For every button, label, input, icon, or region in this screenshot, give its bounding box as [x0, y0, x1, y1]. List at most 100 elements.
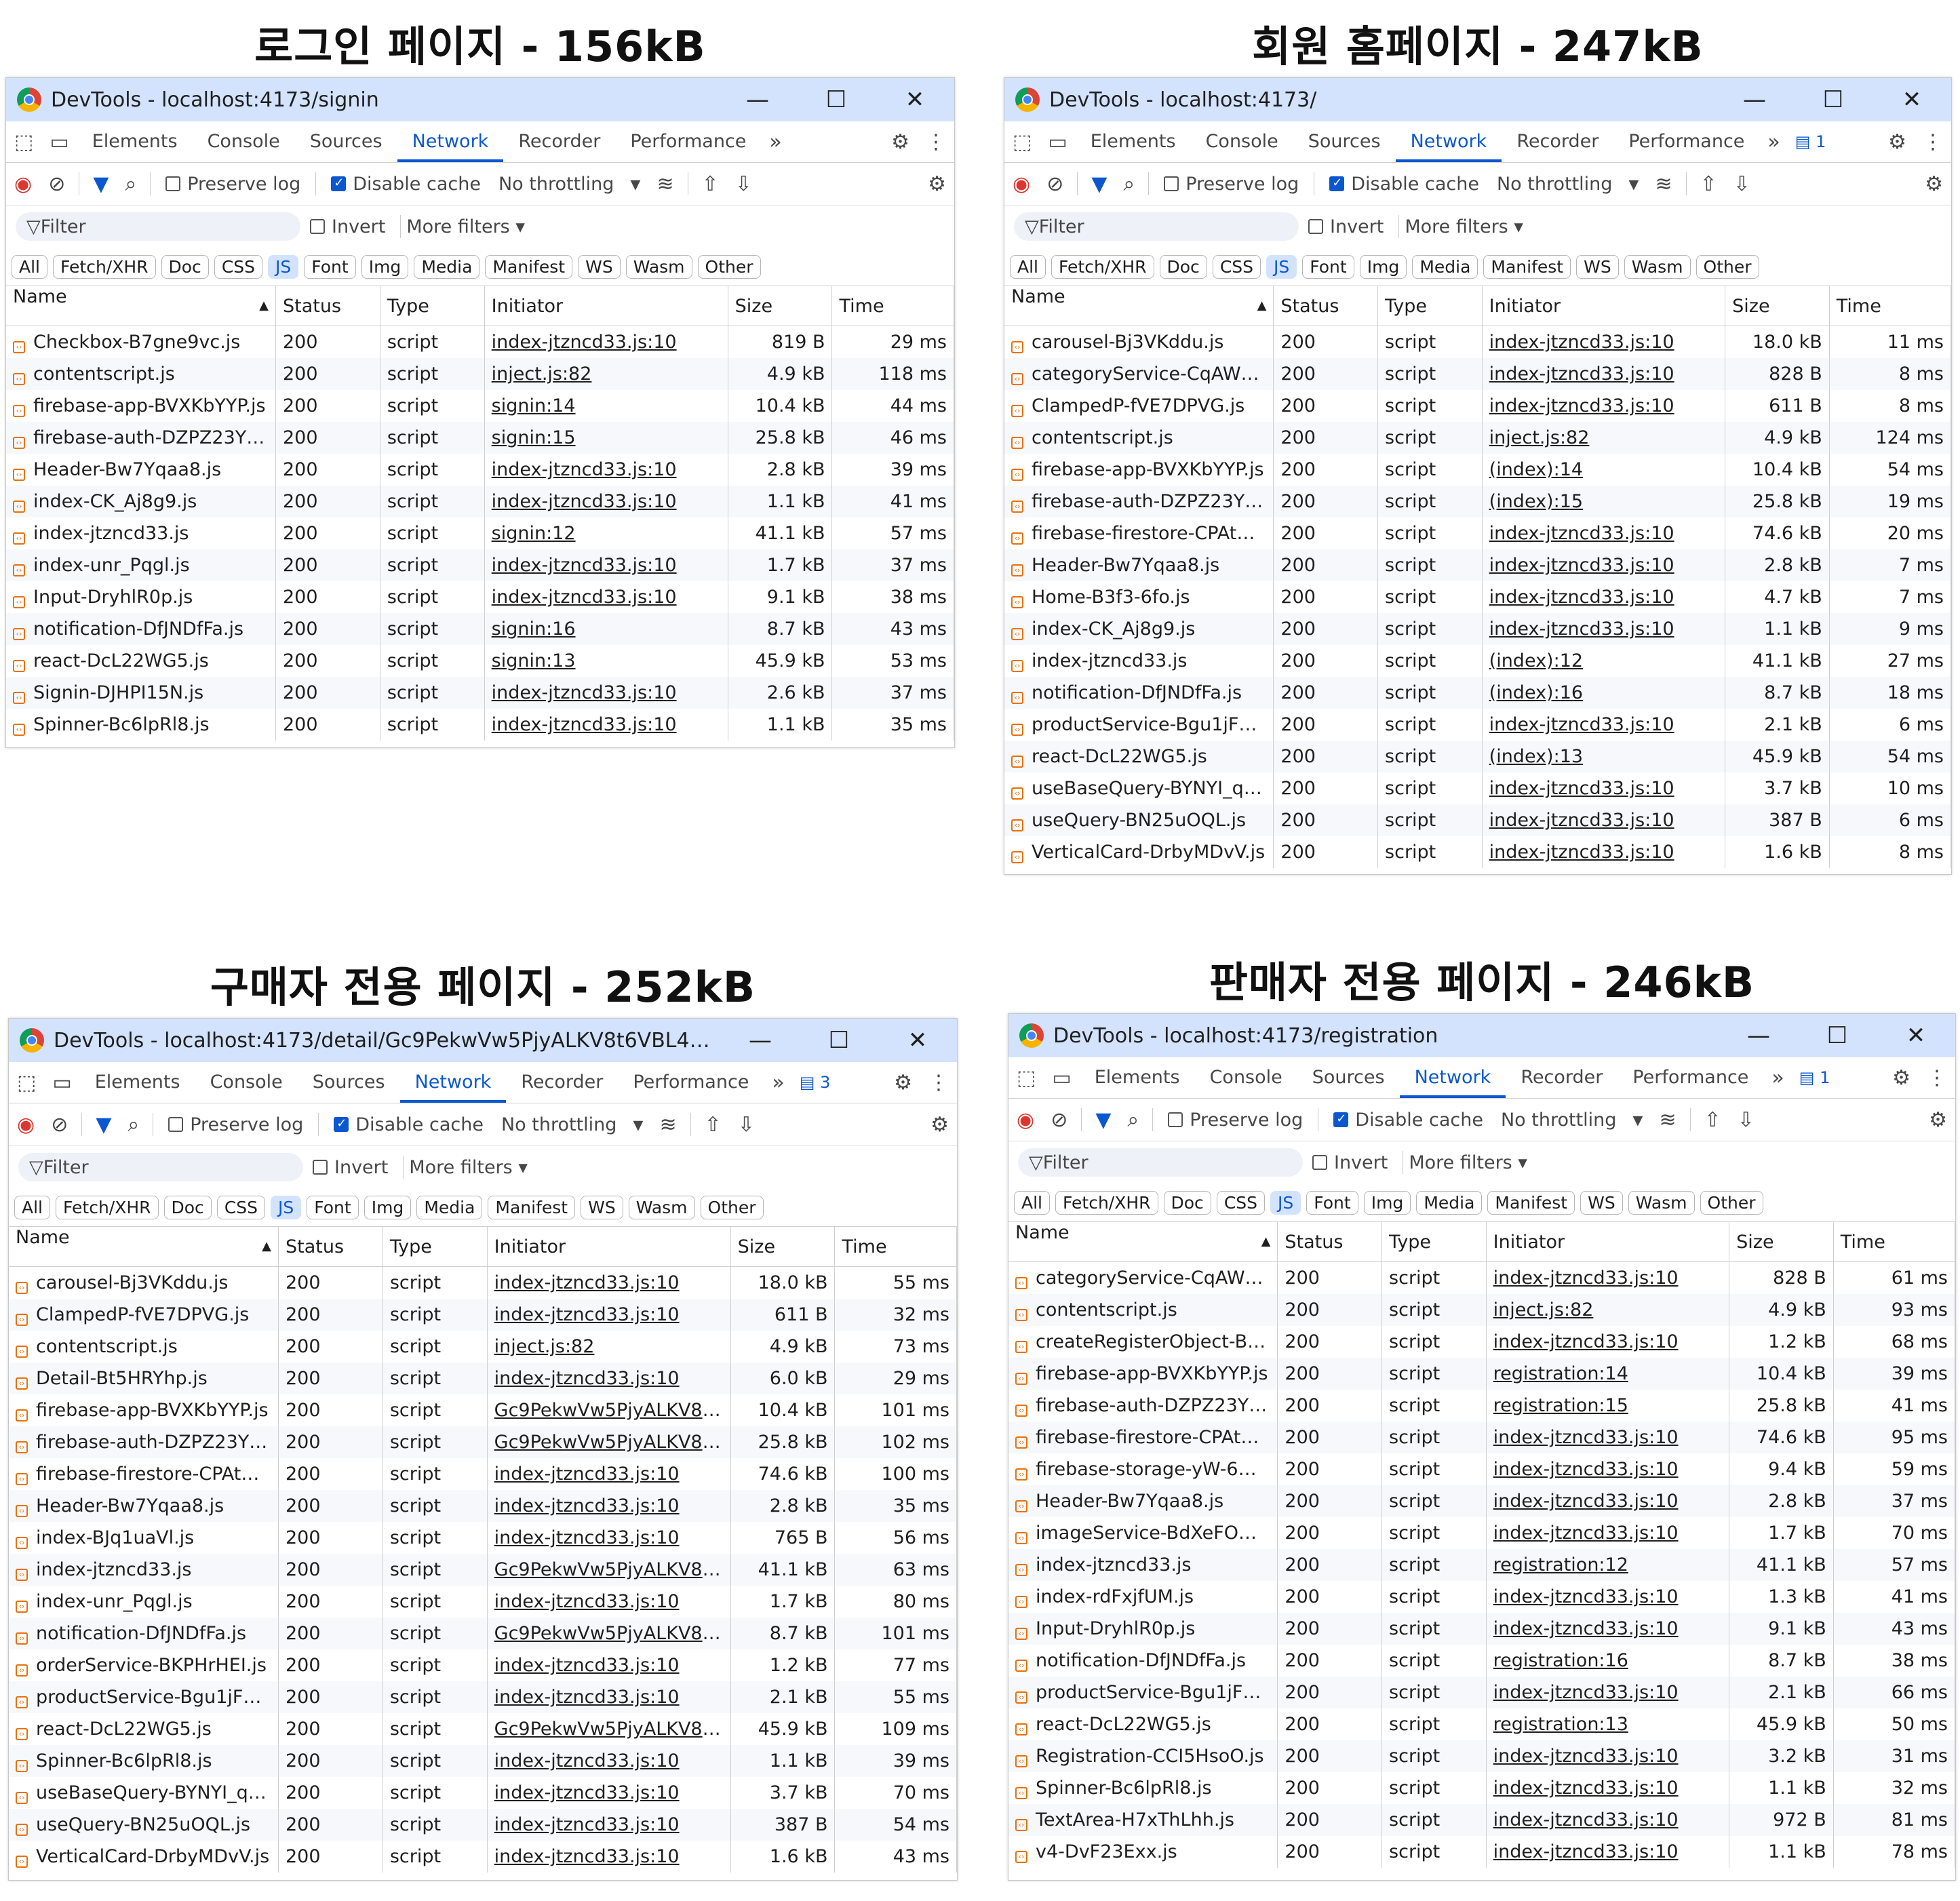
close-icon[interactable]: ✕	[1902, 86, 1922, 113]
table-row[interactable]: ‹› categoryService-CqAWb... 200 script index…	[1004, 358, 1951, 390]
settings-gear-icon[interactable]: ⚙	[1892, 1065, 1910, 1090]
table-row[interactable]: ‹› contentscript.js 200 script inject.js:82 4…	[1004, 422, 1951, 454]
table-row[interactable]: ‹› carousel-Bj3VKddu.js 200 script index-jtz…	[1004, 326, 1951, 358]
table-row[interactable]: ‹› notification-DfJNDfFa.js 200 script (inde…	[1004, 677, 1951, 709]
column-header-time[interactable]: Time	[1833, 1222, 1955, 1262]
stop-recording-icon[interactable]: ◉	[14, 172, 33, 196]
filter-chip-media[interactable]: Media	[1416, 1190, 1483, 1215]
import-har-icon[interactable]: ⇧	[701, 172, 719, 196]
tab-sources[interactable]: Sources	[312, 1072, 385, 1093]
import-har-icon[interactable]: ⇧	[1700, 172, 1717, 196]
tab-performance[interactable]: Performance	[1628, 131, 1745, 152]
cell-initiator[interactable]: signin:15	[484, 422, 728, 454]
table-row[interactable]: ‹› index-BJq1uaVl.js 200 script index-jtzncd…	[9, 1522, 957, 1554]
disable-cache-checkbox[interactable]	[331, 176, 347, 191]
filter-chip-css[interactable]: CSS	[214, 254, 263, 279]
preserve-log-checkbox[interactable]	[165, 176, 181, 191]
tab-network[interactable]: Network	[399, 1062, 507, 1103]
table-row[interactable]: ‹› carousel-Bj3VKddu.js 200 script index-jtz…	[9, 1266, 957, 1299]
filter-chip-all[interactable]: All	[14, 1195, 50, 1219]
column-header-status[interactable]: Status	[1273, 286, 1379, 326]
more-options-icon[interactable]: ⋮	[926, 130, 946, 154]
cell-initiator[interactable]: index-jtzncd33.js:10	[1486, 1422, 1730, 1453]
table-row[interactable]: ‹› index-jtzncd33.js 200 script (index):12 41…	[1004, 645, 1951, 677]
column-header-name[interactable]: Name ▲	[9, 1227, 279, 1267]
cell-initiator[interactable]: registration:16	[1486, 1645, 1730, 1677]
column-header-status[interactable]: Status	[278, 1227, 383, 1267]
table-row[interactable]: ‹› productService-Bgu1jFv_.js 200 script ind…	[9, 1681, 957, 1713]
network-conditions-icon[interactable]: ≋	[656, 172, 674, 196]
table-row[interactable]: ‹› index-jtzncd33.js 200 script signin:12 41.…	[6, 517, 954, 549]
filter-chip-doc[interactable]: Doc	[1163, 1190, 1211, 1215]
tab-console[interactable]: Console	[207, 131, 280, 152]
cell-initiator[interactable]: inject.js:82	[1482, 422, 1726, 454]
table-row[interactable]: ‹› useBaseQuery-BYNYI_qX.js 200 script index…	[1004, 772, 1951, 804]
filter-chip-font[interactable]: Font	[1302, 254, 1354, 279]
cell-initiator[interactable]: registration:14	[1486, 1358, 1730, 1390]
more-tabs-icon[interactable]: »	[1771, 1065, 1784, 1090]
table-row[interactable]: ‹› index-rdFxjfUM.js 200 script index-jtzncd…	[1008, 1581, 1955, 1613]
filter-chip-all[interactable]: All	[1010, 254, 1046, 279]
stop-recording-icon[interactable]: ◉	[1013, 172, 1031, 196]
minimize-icon[interactable]: —	[1747, 1022, 1770, 1049]
chevron-down-icon[interactable]: ▾	[1632, 1108, 1643, 1132]
table-row[interactable]: ‹› imageService-BdXeFOOy.js 200 script index…	[1008, 1517, 1955, 1549]
cell-initiator[interactable]: index-jtzncd33.js:10	[1486, 1581, 1730, 1613]
column-header-type[interactable]: Type	[383, 1227, 488, 1267]
filter-chip-media[interactable]: Media	[414, 254, 480, 279]
cell-initiator[interactable]: index-jtzncd33.js:10	[1482, 709, 1726, 741]
inspect-element-icon[interactable]: ⬚	[17, 1070, 37, 1095]
table-row[interactable]: ‹› Registration-CCI5HsoO.js 200 script index…	[1008, 1740, 1955, 1772]
table-row[interactable]: ‹› firebase-app-BVXKbYYP.js 200 script (inde…	[1004, 454, 1951, 486]
invert-checkbox[interactable]	[1312, 1155, 1327, 1170]
preserve-log-checkbox[interactable]	[1164, 176, 1179, 191]
minimize-icon[interactable]: —	[749, 1027, 772, 1054]
import-har-icon[interactable]: ⇧	[1704, 1108, 1721, 1132]
cell-initiator[interactable]: Gc9PekwVw5PjyALKV8t6VBL	[487, 1394, 731, 1426]
tab-console[interactable]: Console	[1209, 1067, 1282, 1088]
filter-chip-other[interactable]: Other	[700, 1195, 764, 1219]
filter-chip-manifest[interactable]: Manifest	[1483, 254, 1571, 279]
close-icon[interactable]: ✕	[1906, 1022, 1926, 1049]
tab-network[interactable]: Network	[1399, 1057, 1506, 1098]
column-header-time[interactable]: Time	[831, 286, 954, 326]
table-row[interactable]: ‹› firebase-app-BVXKbYYP.js 200 script signi…	[6, 390, 954, 422]
filter-chip-fetch-xhr[interactable]: Fetch/XHR	[53, 254, 156, 279]
throttling-select[interactable]: No throttling	[1500, 1109, 1617, 1131]
cell-initiator[interactable]: index-jtzncd33.js:10	[1482, 804, 1726, 836]
filter-chip-ws[interactable]: WS	[1576, 254, 1619, 279]
table-row[interactable]: ‹› Input-DryhlR0p.js 200 script index-jtzncd…	[6, 581, 954, 613]
table-row[interactable]: ‹› firebase-app-BVXKbYYP.js 200 script regis…	[1008, 1358, 1955, 1390]
disable-cache-checkbox[interactable]	[1333, 1112, 1349, 1127]
filter-chip-ws[interactable]: WS	[1580, 1190, 1623, 1215]
cell-initiator[interactable]: index-jtzncd33.js:10	[487, 1841, 731, 1873]
tab-performance[interactable]: Performance	[1632, 1067, 1749, 1088]
table-row[interactable]: ‹› ClampedP-fVE7DPVG.js 200 script index-jtz…	[9, 1299, 957, 1331]
tab-recorder[interactable]: Recorder	[1516, 131, 1599, 152]
filter-chip-manifest[interactable]: Manifest	[485, 254, 573, 279]
column-header-status[interactable]: Status	[1277, 1222, 1383, 1262]
settings-gear-icon[interactable]: ⚙	[1888, 130, 1906, 154]
filter-chip-fetch-xhr[interactable]: Fetch/XHR	[1051, 254, 1154, 279]
table-row[interactable]: ‹› firebase-auth-DZPZ23Yf.js 200 script sign…	[6, 422, 954, 454]
column-header-type[interactable]: Type	[380, 286, 485, 326]
table-row[interactable]: ‹› index-unr_Pqgl.js 200 script index-jtzncd…	[9, 1586, 957, 1618]
export-har-icon[interactable]: ⇩	[1737, 1108, 1755, 1132]
disable-cache-checkbox[interactable]	[1329, 176, 1345, 191]
cell-initiator[interactable]: (index):16	[1482, 677, 1726, 709]
filter-chip-wasm[interactable]: Wasm	[625, 254, 692, 279]
clear-icon[interactable]: ⊘	[51, 1112, 68, 1137]
table-row[interactable]: ‹› Checkbox-B7gne9vc.js 200 script index-jtz…	[6, 326, 954, 358]
cell-initiator[interactable]: index-jtzncd33.js:10	[487, 1745, 731, 1777]
network-conditions-icon[interactable]: ≋	[1659, 1108, 1677, 1132]
cell-initiator[interactable]: index-jtzncd33.js:10	[1482, 326, 1726, 358]
cell-initiator[interactable]: index-jtzncd33.js:10	[487, 1299, 731, 1331]
filter-chip-js[interactable]: JS	[1266, 254, 1297, 279]
column-header-initiator[interactable]: Initiator	[1486, 1222, 1730, 1262]
disable-cache-checkbox[interactable]	[334, 1116, 349, 1132]
column-header-size[interactable]: Size	[1725, 286, 1830, 326]
more-tabs-icon[interactable]: »	[1767, 130, 1780, 154]
network-conditions-icon[interactable]: ≋	[1655, 172, 1672, 196]
chevron-down-icon[interactable]: ▾	[630, 172, 641, 196]
column-header-initiator[interactable]: Initiator	[1482, 286, 1726, 326]
